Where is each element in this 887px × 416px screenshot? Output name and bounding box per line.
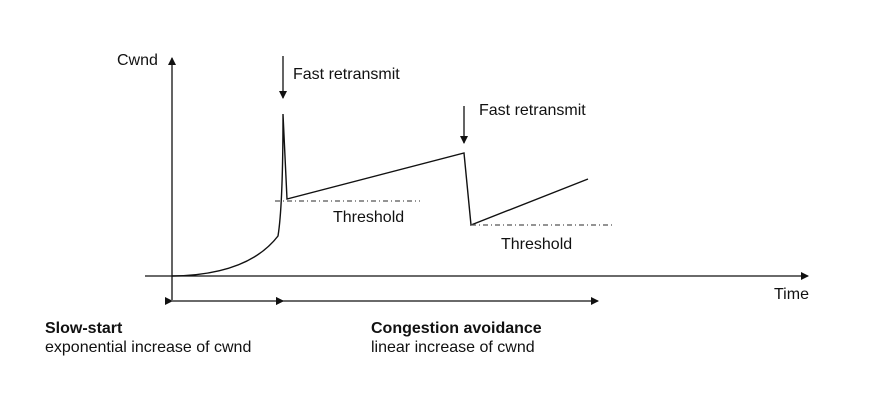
slow-start-title: Slow-start	[45, 320, 123, 337]
congestion-avoidance-title: Congestion avoidance	[371, 320, 542, 337]
threshold-label-2: Threshold	[501, 236, 573, 253]
y-axis-label: Cwnd	[117, 52, 158, 69]
cwnd-curve	[171, 113, 589, 277]
congestion-avoidance-description: linear increase of cwnd	[371, 339, 535, 356]
fast-retransmit-label-2: Fast retransmit	[479, 102, 586, 119]
slow-start-description: exponential increase of cwnd	[45, 339, 252, 356]
fast-retransmit-label-1: Fast retransmit	[293, 66, 400, 83]
threshold-label-1: Threshold	[333, 209, 405, 226]
x-axis-label: Time	[774, 286, 809, 303]
